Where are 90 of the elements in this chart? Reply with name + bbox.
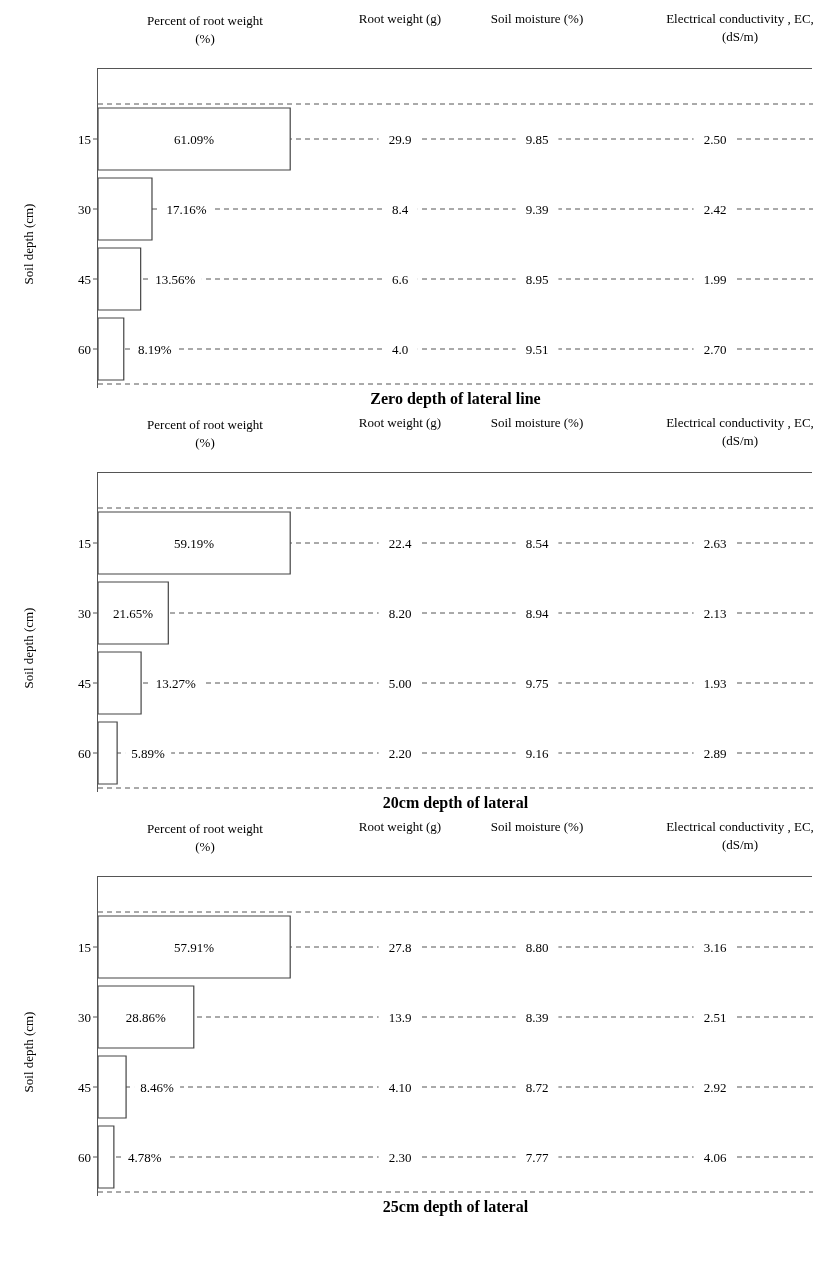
y-tick-label: 45 [78,1079,91,1095]
y-axis-title: Soil depth (cm) [20,1011,36,1093]
data-label: 21.65% [113,605,154,621]
data-label: 2.63 [703,535,727,551]
bar [98,985,195,1049]
data-label: 9.51 [525,341,549,357]
data-label: 2.42 [703,201,727,217]
data-label: 57.91% [174,939,215,955]
text: Electrical conductivity , EC, (dS/m) [665,10,815,46]
bar [98,107,291,171]
text: Electrical conductivity , EC, (dS/m) [665,414,815,450]
data-label: 4.78% [128,1149,162,1165]
data-label: 8.19% [137,341,172,357]
y-axis-title: Soil depth (cm) [20,607,36,689]
data-label: 2.30 [388,1149,412,1165]
text: Soil moisture (%) [489,10,585,28]
text: Percent of root weight (%) [146,416,264,452]
data-label: 13.56% [155,271,196,287]
data-label: 13.9 [388,1009,412,1025]
data-label: 8.54 [525,535,549,551]
data-label: 8.46% [140,1079,175,1095]
data-label: 9.16 [525,745,549,761]
data-label: 5.89% [131,745,166,761]
data-label: 8.94 [525,605,549,621]
data-label: 8.80 [525,939,549,955]
bar [98,511,291,575]
data-label: 6.6 [391,271,409,287]
text: 20cm depth of lateral [382,794,529,812]
data-label: 13.27% [155,675,196,691]
text: Root weight (g) [357,10,443,28]
data-label: 22.4 [388,535,412,551]
data-label: 8.39 [525,1009,549,1025]
text: Soil moisture (%) [489,414,585,432]
data-label: 2.13 [703,605,727,621]
data-label: 7.77 [525,1149,549,1165]
y-tick-label: 60 [78,745,91,761]
data-label: 2.51 [703,1009,727,1025]
data-label: 3.16 [703,939,727,955]
y-tick-label: 30 [78,201,91,217]
data-label: 27.8 [388,939,412,955]
data-label: 59.19% [174,535,215,551]
text: Soil moisture (%) [489,818,585,836]
data-label: 9.39 [525,201,549,217]
text: 25cm depth of lateral [382,1198,529,1216]
data-label: 9.75 [525,675,549,691]
text: Zero depth of lateral line [370,390,541,408]
y-tick-label: 15 [78,939,91,955]
y-tick-label: 60 [78,1149,91,1165]
data-label: 17.16% [166,201,207,217]
data-label: 29.9 [388,131,412,147]
bar [98,721,118,785]
bar [98,247,142,311]
text: Electrical conductivity , EC, (dS/m) [665,818,815,854]
data-label: 1.99 [703,271,727,287]
data-label: 61.09% [174,131,215,147]
bar [98,317,125,381]
data-label: 2.20 [388,745,412,761]
y-tick-label: 30 [78,605,91,621]
data-label: 8.4 [391,201,409,217]
y-tick-label: 45 [78,271,91,287]
data-label: 8.72 [525,1079,549,1095]
bar [98,1055,127,1119]
bar [98,581,169,645]
data-label: 2.92 [703,1079,727,1095]
y-axis-title: Soil depth (cm) [20,203,36,285]
data-label: 2.89 [703,745,727,761]
data-label: 4.06 [703,1149,727,1165]
data-label: 2.70 [703,341,727,357]
bar [98,915,291,979]
data-label: 2.50 [703,131,727,147]
data-label: 8.95 [525,271,549,287]
data-label: 8.20 [388,605,412,621]
text: Percent of root weight (%) [146,12,264,48]
text: Root weight (g) [357,414,443,432]
text: Root weight (g) [357,818,443,836]
data-label: 1.93 [703,675,727,691]
y-tick-label: 60 [78,341,91,357]
y-tick-label: 45 [78,675,91,691]
data-label: 9.85 [525,131,549,147]
data-label: 5.00 [388,675,412,691]
bar [98,651,142,715]
text: Percent of root weight (%) [146,820,264,856]
bar [98,177,153,241]
data-label: 28.86% [125,1009,167,1025]
data-label: 4.10 [388,1079,412,1095]
y-tick-label: 15 [78,535,91,551]
y-tick-label: 15 [78,131,91,147]
y-tick-label: 30 [78,1009,91,1025]
data-label: 4.0 [391,341,409,357]
bar [98,1125,115,1189]
